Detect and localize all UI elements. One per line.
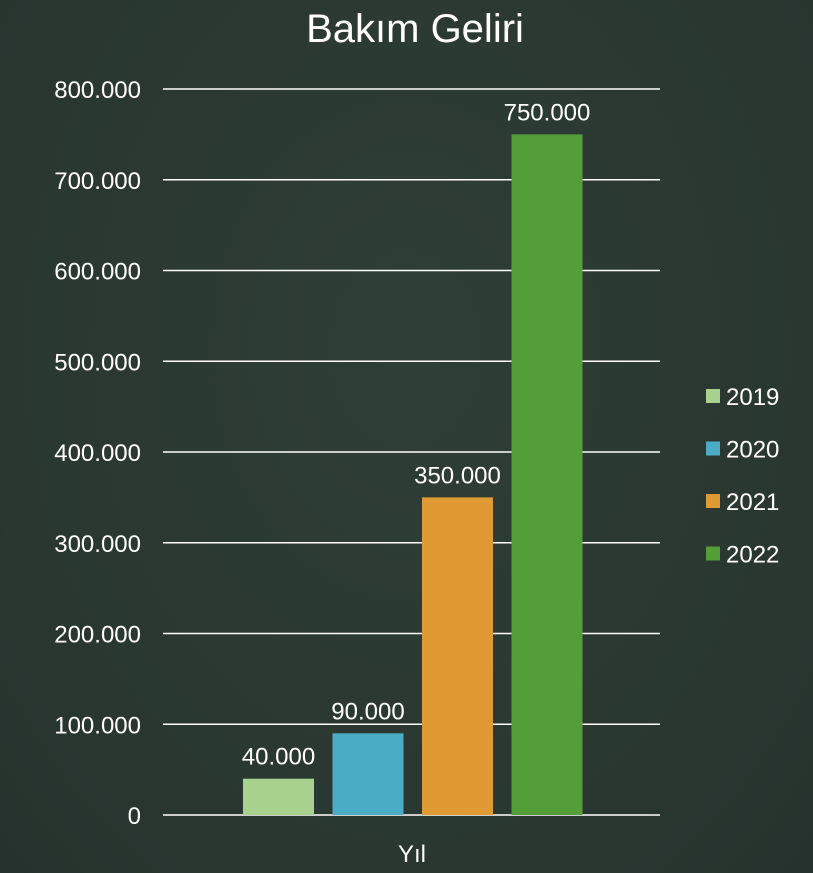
y-tick-label: 100.000 xyxy=(54,712,141,739)
legend-item-2019: 2019 xyxy=(706,384,779,411)
x-axis-category-label: Yıl xyxy=(398,841,426,868)
y-tick-label: 400.000 xyxy=(54,440,141,467)
legend-item-2022: 2022 xyxy=(706,542,779,569)
chart-title: Bakım Geliri xyxy=(306,7,524,51)
legend-swatch xyxy=(706,389,720,403)
bar-2019 xyxy=(243,778,314,815)
data-labels: 40.000 90.000 350.000 750.000 xyxy=(242,99,591,770)
legend-item-2021: 2021 xyxy=(706,489,779,516)
data-label-2019: 40.000 xyxy=(242,744,315,771)
legend-label: 2020 xyxy=(726,437,779,464)
y-tick-label: 300.000 xyxy=(54,531,141,558)
y-tick-label: 600.000 xyxy=(54,259,141,286)
y-axis: 0 100.000 200.000 300.000 400.000 500.000 600.… xyxy=(54,77,141,830)
bars xyxy=(243,134,583,815)
y-tick-label: 200.000 xyxy=(54,622,141,649)
legend-item-2020: 2020 xyxy=(706,437,779,464)
y-tick-label: 0 xyxy=(128,803,141,830)
bar-2020 xyxy=(332,733,404,815)
y-tick-label: 800.000 xyxy=(54,77,141,104)
legend-swatch xyxy=(706,441,720,456)
legend-label: 2021 xyxy=(726,489,779,516)
data-label-2022: 750.000 xyxy=(504,99,591,126)
gridlines xyxy=(163,88,660,816)
bar-2022 xyxy=(511,134,583,815)
data-label-2020: 90.000 xyxy=(331,698,404,725)
y-tick-label: 700.000 xyxy=(54,168,141,195)
legend-swatch xyxy=(706,546,720,561)
legend-label: 2019 xyxy=(726,384,779,411)
legend-label: 2022 xyxy=(726,542,779,569)
y-tick-label: 500.000 xyxy=(54,349,141,376)
data-label-2021: 350.000 xyxy=(414,462,501,489)
bar-2021 xyxy=(422,497,493,815)
legend: 2019 2020 2021 2022 xyxy=(706,384,779,569)
legend-swatch xyxy=(706,494,720,508)
